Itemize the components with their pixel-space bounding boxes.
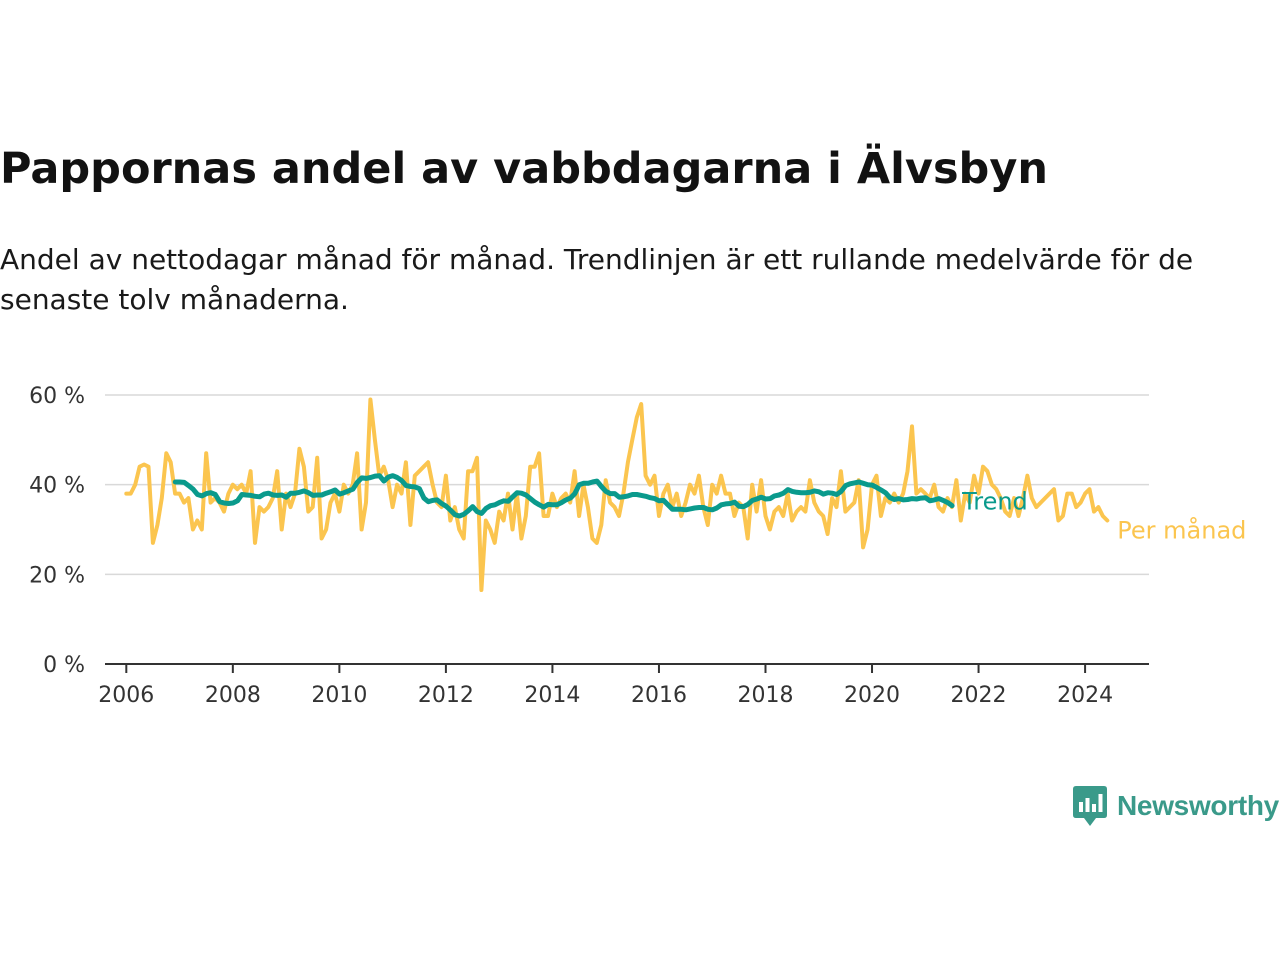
trend-line bbox=[172, 473, 955, 519]
x-axis: 2006 2008 2010 2012 2014 2016 2018 2020 2022 2024 bbox=[98, 664, 1113, 708]
chart-title: Pappornas andel av vabbdagarna i Älvsbyn bbox=[0, 144, 1048, 194]
line-chart: 0 % 20 % 40 % 60 % 2006 2008 2010 2012 2014 2016… bbox=[29, 384, 1246, 708]
y-axis: 0 % 20 % 40 % 60 % bbox=[29, 384, 85, 678]
y-tick-label: 40 % bbox=[29, 474, 85, 499]
newsworthy-brand[interactable]: Newsworthy bbox=[1072, 784, 1279, 828]
x-tick-label: 2016 bbox=[631, 683, 687, 708]
x-tick-label: 2010 bbox=[311, 683, 367, 708]
newsworthy-logo-icon bbox=[1073, 786, 1107, 826]
x-tick-label: 2008 bbox=[205, 683, 261, 708]
monthly-label: Per månad bbox=[1117, 516, 1246, 545]
y-tick-label: 20 % bbox=[29, 563, 85, 588]
x-tick-label: 2014 bbox=[524, 683, 580, 708]
series-lines bbox=[124, 397, 1110, 592]
x-tick-label: 2018 bbox=[737, 683, 793, 708]
brand-name: Newsworthy bbox=[1117, 790, 1279, 821]
x-tick-label: 2024 bbox=[1057, 683, 1113, 708]
x-tick-label: 2012 bbox=[418, 683, 474, 708]
series-labels: Per månad Trend bbox=[961, 488, 1246, 545]
x-tick-label: 2006 bbox=[98, 683, 154, 708]
chart-subtitle: Andel av nettodagar månad för månad. Tre… bbox=[0, 243, 1194, 316]
y-tick-label: 60 % bbox=[29, 384, 85, 409]
x-tick-label: 2022 bbox=[951, 683, 1007, 708]
grid-lines bbox=[105, 394, 1149, 665]
trend-label: Trend bbox=[961, 488, 1028, 516]
x-tick-label: 2020 bbox=[844, 683, 900, 708]
monthly-line bbox=[124, 397, 1110, 592]
y-tick-label: 0 % bbox=[43, 653, 85, 678]
